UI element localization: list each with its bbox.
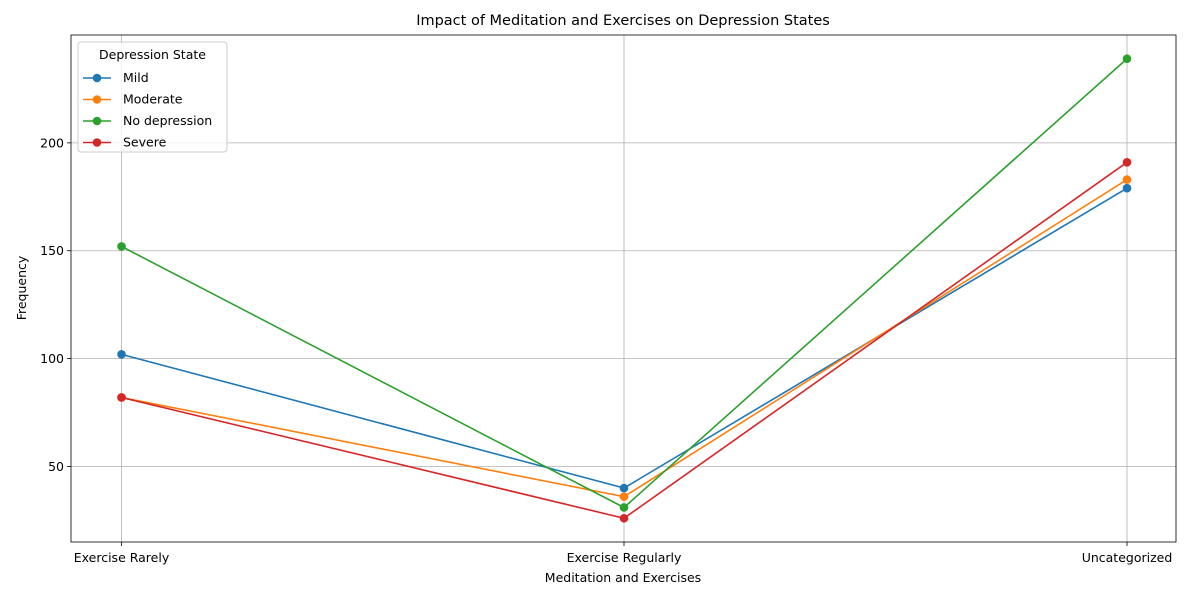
legend-entry: Severe — [83, 135, 167, 150]
y-axis-ticks: 50 100 150 200 — [40, 135, 71, 474]
y-axis-label: Frequency — [14, 255, 29, 320]
y-tick-label: 200 — [40, 135, 64, 150]
legend-entry: No depression — [83, 113, 212, 128]
legend-swatch-marker — [92, 95, 102, 104]
legend-box — [77, 41, 228, 153]
data-point — [619, 483, 629, 493]
data-point — [1122, 175, 1132, 184]
plot-frame — [70, 34, 1177, 543]
series-mild — [117, 183, 1132, 493]
data-point — [1122, 157, 1132, 167]
legend-label: Severe — [123, 135, 167, 150]
data-point — [1122, 54, 1132, 64]
x-axis-ticks: Exercise Rarely Exercise Regularly Uncateg… — [74, 542, 1173, 565]
legend-entry: Mild — [83, 70, 149, 85]
data-point — [619, 513, 629, 523]
chart-title: Impact of Meditation and Exercises on De… — [416, 13, 830, 29]
data-point — [117, 350, 126, 359]
series-no-depression — [117, 54, 1132, 512]
legend-swatch-marker — [92, 116, 102, 126]
data-point — [619, 492, 629, 501]
legend-swatch-marker — [92, 138, 102, 147]
series-severe — [117, 157, 1132, 523]
grid — [71, 35, 1176, 542]
x-tick-label: Exercise Regularly — [567, 550, 682, 565]
legend-swatch-marker — [92, 73, 102, 83]
series-layer — [117, 54, 1132, 523]
legend-entry: Moderate — [83, 92, 183, 107]
legend: Depression State Mild Moderate No depressio… — [77, 41, 228, 153]
data-point — [1122, 183, 1132, 193]
legend-label: Moderate — [123, 92, 183, 107]
data-point — [117, 393, 126, 402]
x-tick-label: Uncategorized — [1082, 550, 1173, 565]
data-point — [117, 242, 126, 251]
legend-label: Mild — [123, 70, 149, 85]
legend-label: No depression — [123, 113, 212, 128]
x-tick-label: Exercise Rarely — [74, 550, 170, 565]
y-tick-label: 150 — [40, 243, 64, 258]
data-point — [619, 503, 629, 512]
x-axis-label: Meditation and Exercises — [545, 570, 701, 585]
legend-title: Depression State — [99, 47, 206, 62]
y-tick-label: 100 — [40, 351, 64, 366]
y-tick-label: 50 — [48, 459, 64, 474]
